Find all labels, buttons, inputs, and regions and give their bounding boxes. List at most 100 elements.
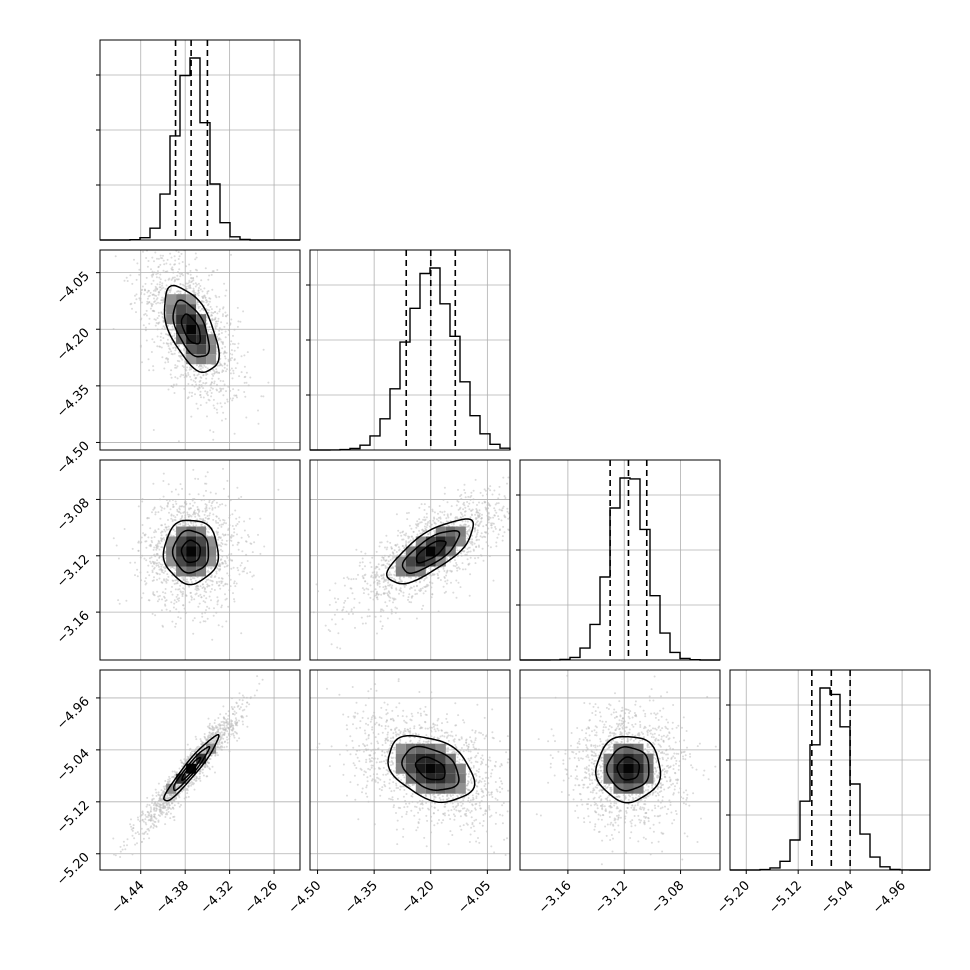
sample-point <box>303 639 305 641</box>
sample-point <box>225 620 228 623</box>
histogram-step <box>100 57 300 241</box>
sample-point <box>439 521 442 524</box>
density-cell <box>425 556 436 567</box>
sample-point <box>415 523 417 526</box>
sample-point <box>418 589 421 592</box>
y-tick-label: −3.12 <box>54 552 93 591</box>
sample-point <box>436 518 438 521</box>
sample-point <box>494 526 497 528</box>
sample-point <box>215 305 218 308</box>
sample-point <box>206 292 209 295</box>
sample-point <box>112 537 115 540</box>
sample-point <box>455 546 458 549</box>
sample-point <box>251 588 254 591</box>
sample-point <box>372 576 375 579</box>
sample-point <box>230 367 233 370</box>
sample-point <box>241 703 244 706</box>
sample-point <box>174 625 177 628</box>
sample-point <box>370 590 373 593</box>
sample-point <box>367 608 370 611</box>
sample-point <box>134 574 136 577</box>
sample-point <box>148 317 151 320</box>
sample-point <box>170 350 173 353</box>
sample-point <box>415 617 418 620</box>
sample-point <box>159 345 162 348</box>
sample-point <box>238 375 241 378</box>
sample-point <box>229 343 232 346</box>
sample-point <box>140 293 142 296</box>
sample-point <box>155 276 158 279</box>
sample-point <box>463 489 466 491</box>
sample-point <box>433 573 435 576</box>
sample-point <box>214 520 217 522</box>
sample-point <box>230 536 232 539</box>
sample-point <box>353 597 356 600</box>
sample-point <box>159 273 162 276</box>
sample-point <box>142 532 145 535</box>
sample-point <box>164 523 167 526</box>
sample-point <box>218 295 221 298</box>
sample-point <box>210 386 213 389</box>
sample-point <box>223 726 226 729</box>
sample-point <box>418 518 421 521</box>
sample-point <box>396 554 399 557</box>
sample-point <box>489 489 492 492</box>
sample-point <box>402 594 405 597</box>
sample-point <box>164 288 167 290</box>
sample-point <box>493 507 496 510</box>
sample-point <box>233 736 236 739</box>
sample-point <box>189 284 192 287</box>
sample-point <box>196 508 199 511</box>
sample-point <box>161 563 164 566</box>
sample-point <box>145 276 148 279</box>
sample-point <box>312 611 315 614</box>
sample-point <box>205 377 208 380</box>
sample-point <box>215 570 218 573</box>
sample-point <box>217 320 220 323</box>
sample-point <box>195 589 198 592</box>
sample-point <box>173 280 176 283</box>
sample-point <box>396 543 399 546</box>
sample-point <box>174 488 177 491</box>
sample-point <box>179 523 182 526</box>
sample-point <box>227 333 230 336</box>
sample-point <box>442 522 445 525</box>
sample-point <box>181 515 184 517</box>
sample-point <box>208 731 211 734</box>
sample-point <box>228 553 231 556</box>
sample-point <box>196 301 199 303</box>
sample-point <box>197 478 200 480</box>
sample-point <box>392 601 394 604</box>
sample-point <box>214 326 217 329</box>
sample-point <box>209 389 212 392</box>
sample-point <box>224 417 227 420</box>
sample-point <box>484 531 486 534</box>
sample-point <box>227 385 230 388</box>
sample-point <box>235 394 238 397</box>
sample-point <box>231 377 234 380</box>
sample-point <box>152 826 155 829</box>
sample-point <box>221 555 224 558</box>
sample-point <box>136 842 138 845</box>
sample-point <box>220 332 223 334</box>
sample-point <box>148 837 151 840</box>
sample-point <box>455 504 458 507</box>
sample-point <box>228 539 231 542</box>
sample-point <box>487 511 490 514</box>
sample-point <box>163 538 166 541</box>
sample-point <box>162 785 165 788</box>
sample-point <box>194 252 197 255</box>
sample-point <box>445 590 447 593</box>
sample-point <box>209 297 212 300</box>
sample-point <box>157 819 160 822</box>
sample-point <box>169 291 171 294</box>
sample-point <box>182 579 185 582</box>
sample-point <box>162 571 165 574</box>
sample-point <box>160 555 163 558</box>
sample-point <box>391 610 393 613</box>
sample-point <box>178 360 181 363</box>
sample-point <box>167 388 170 391</box>
sample-point <box>341 618 344 621</box>
sample-point <box>400 590 403 593</box>
